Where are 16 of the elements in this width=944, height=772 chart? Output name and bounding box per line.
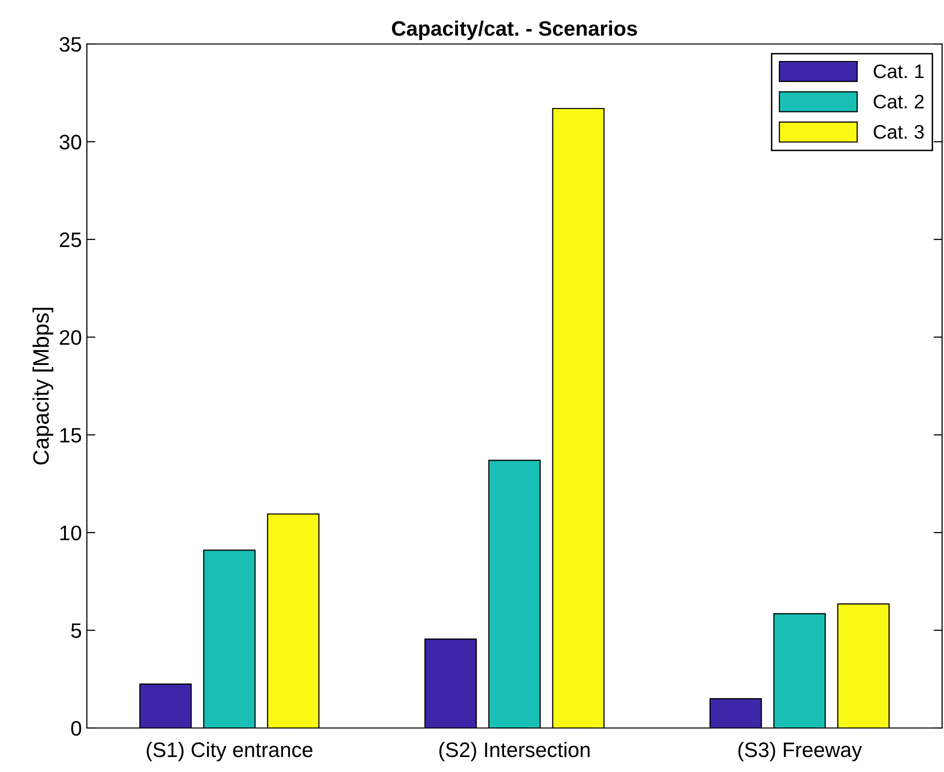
y-tick-label: 10 [60,526,82,540]
legend-label: Cat. 2 [874,94,924,109]
y-axis-title: Capacity [Mbps] [32,308,54,465]
y-tick-label: 35 [60,37,82,52]
legend-label: Cat. 3 [874,125,924,139]
chart-title: Capacity/cat. - Scenarios [392,20,637,40]
x-tick-label: (S2) Intersection [439,742,590,762]
x-tick-label: (S1) City entrance [146,742,312,762]
x-tick-label: (S3) Freeway [738,742,862,762]
y-tick-label: 20 [60,330,82,345]
y-tick-label: 30 [60,134,82,150]
y-tick-label: 0 [71,720,82,736]
y-tick-label: 25 [60,232,82,248]
legend-label: Cat. 1 [874,64,924,78]
y-tick-label: 15 [60,428,82,443]
y-tick-label: 5 [71,624,82,638]
